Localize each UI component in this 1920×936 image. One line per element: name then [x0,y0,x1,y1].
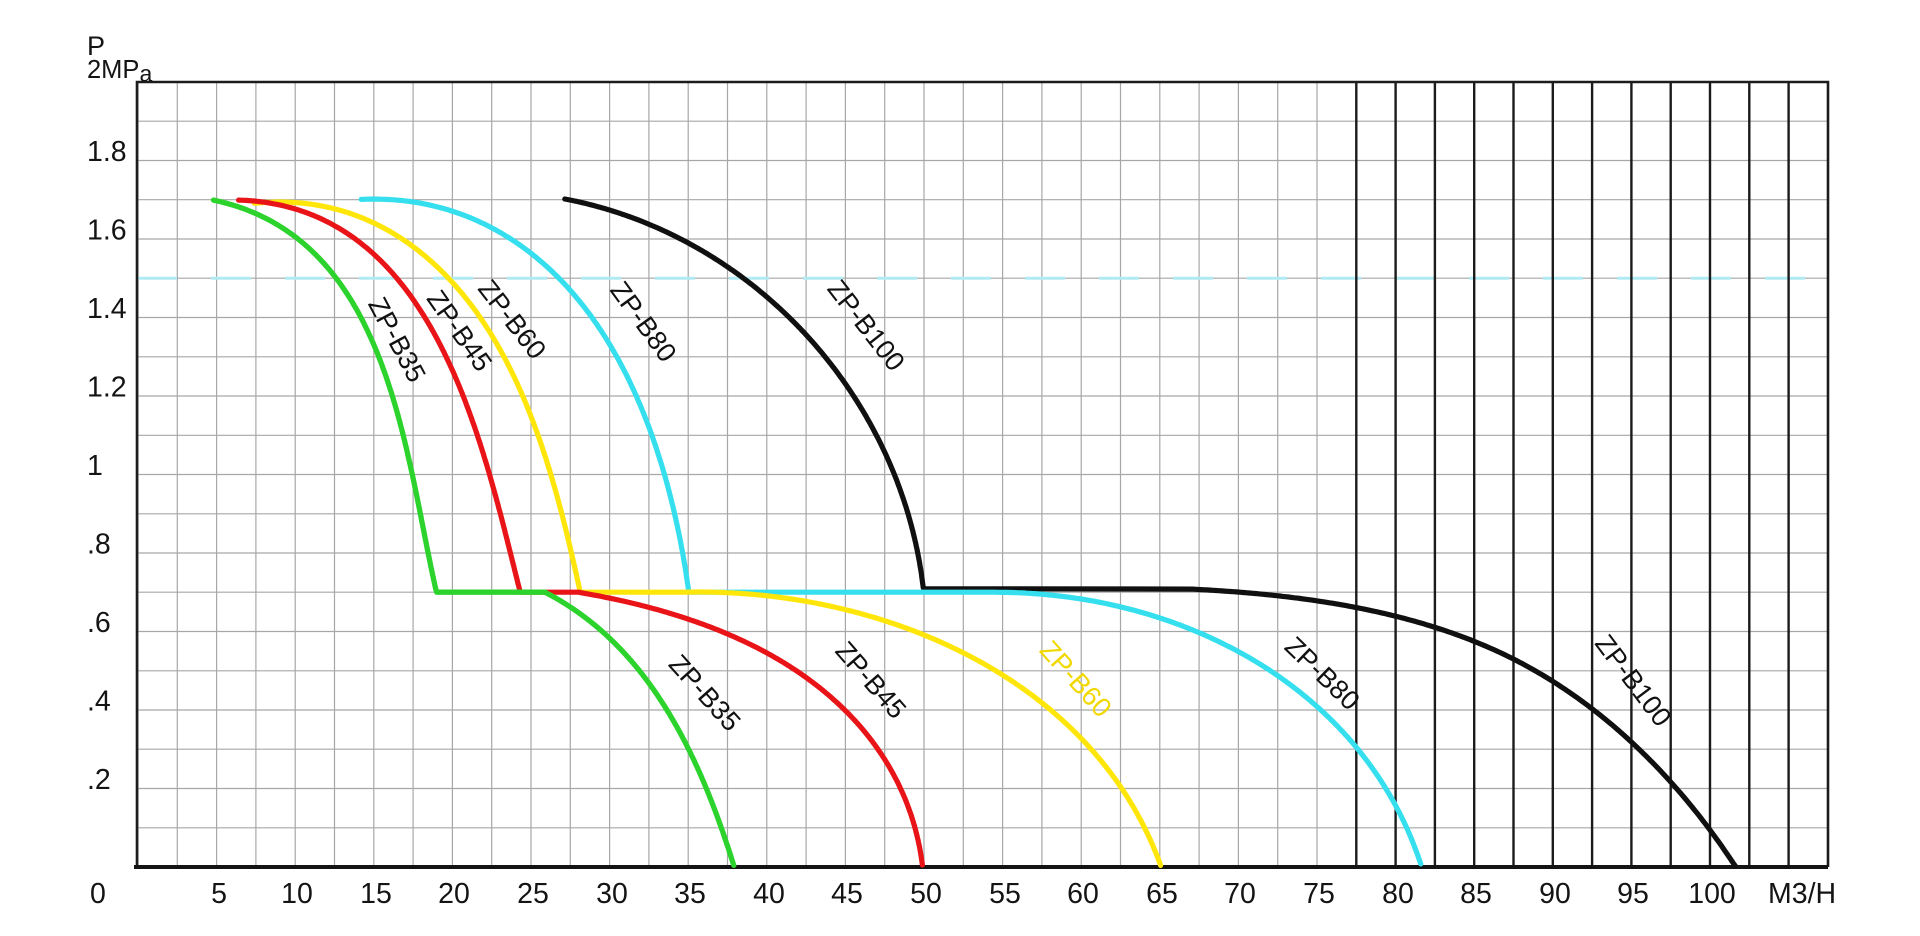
svg-text:1.6: 1.6 [87,215,127,247]
svg-text:50: 50 [910,878,942,910]
svg-text:P: P [87,31,105,61]
svg-text:5: 5 [211,878,227,910]
svg-text:90: 90 [1539,878,1571,910]
svg-text:10: 10 [281,878,313,910]
svg-text:30: 30 [596,878,628,910]
svg-text:1: 1 [87,450,103,482]
svg-text:25: 25 [517,878,549,910]
svg-text:15: 15 [360,878,392,910]
svg-text:.8: .8 [87,529,111,561]
svg-text:1.2: 1.2 [87,372,127,404]
svg-text:1.4: 1.4 [87,293,127,325]
svg-text:60: 60 [1067,878,1099,910]
svg-text:20: 20 [438,878,470,910]
svg-text:100: 100 [1688,878,1736,910]
svg-text:.6: .6 [87,607,111,639]
svg-text:80: 80 [1382,878,1414,910]
svg-text:1.8: 1.8 [87,136,127,168]
svg-text:55: 55 [989,878,1021,910]
svg-text:M3/H: M3/H [1768,878,1836,910]
svg-text:40: 40 [753,878,785,910]
svg-text:.4: .4 [87,686,111,718]
svg-text:70: 70 [1224,878,1256,910]
svg-text:65: 65 [1146,878,1178,910]
svg-text:0: 0 [90,878,106,910]
svg-text:85: 85 [1460,878,1492,910]
svg-text:45: 45 [831,878,863,910]
svg-text:95: 95 [1617,878,1649,910]
svg-text:35: 35 [674,878,706,910]
svg-text:75: 75 [1303,878,1335,910]
svg-text:.2: .2 [87,764,111,796]
svg-text:2MPa: 2MPa [87,56,152,87]
